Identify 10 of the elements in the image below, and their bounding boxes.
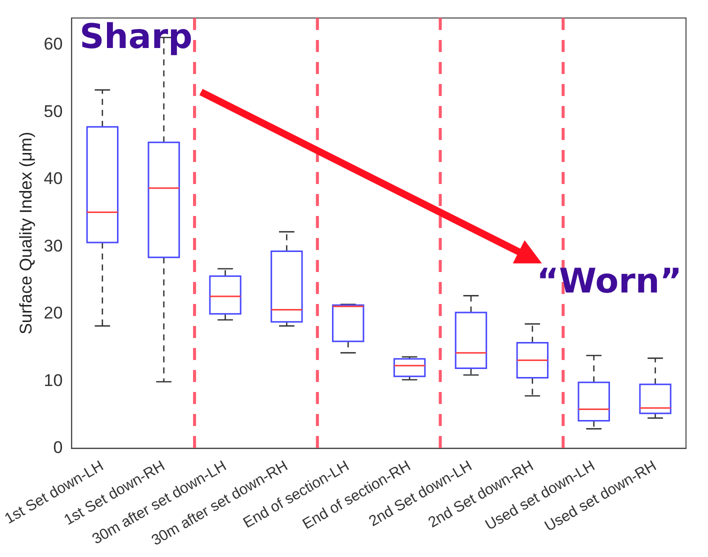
y-tick-label: 30 [44, 236, 63, 256]
annotation: “Worn” [536, 262, 682, 302]
y-tick-label: 0 [53, 438, 63, 457]
y-tick-label: 50 [44, 102, 63, 121]
y-axis-title: Surface Quality Index (μm) [16, 132, 36, 334]
y-tick-label: 40 [44, 169, 63, 188]
y-tick-label: 60 [44, 34, 63, 54]
y-tick-label: 20 [44, 304, 63, 323]
annotation: Sharp [80, 16, 192, 57]
y-tick-label: 10 [44, 370, 63, 390]
